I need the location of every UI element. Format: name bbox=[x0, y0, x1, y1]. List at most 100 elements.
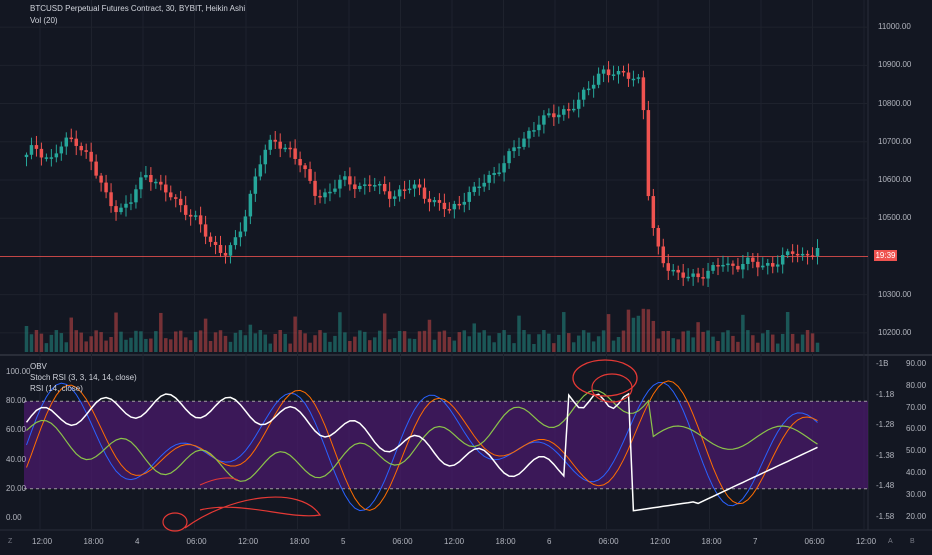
volume-bar bbox=[39, 333, 44, 352]
volume-bar bbox=[24, 326, 29, 352]
volume-bar bbox=[268, 343, 273, 352]
volume-bar bbox=[631, 317, 636, 352]
volume-bar bbox=[308, 342, 312, 352]
candle-body bbox=[502, 163, 506, 173]
candle-body bbox=[363, 184, 367, 186]
volume-bar bbox=[149, 338, 153, 352]
candle-body bbox=[761, 265, 765, 268]
candle-body bbox=[611, 74, 616, 76]
volume-bar bbox=[591, 341, 596, 352]
volume-bar bbox=[119, 331, 123, 352]
volume-bar bbox=[601, 330, 606, 352]
stoch-scale-label: 0.00 bbox=[6, 513, 22, 522]
volume-bar bbox=[144, 338, 148, 352]
volume-bar bbox=[711, 336, 715, 352]
volume-bar bbox=[756, 342, 760, 352]
volume-bar bbox=[164, 338, 168, 352]
candle-body bbox=[193, 215, 198, 217]
volume-bar bbox=[223, 335, 228, 352]
volume-bar bbox=[124, 339, 128, 352]
volume-bar bbox=[661, 331, 666, 352]
chart-title: BTCUSD Perpetual Futures Contract, 30, B… bbox=[30, 4, 246, 13]
volume-bar bbox=[701, 331, 705, 352]
stoch-scale-label: 100.00 bbox=[6, 367, 31, 376]
volume-bar bbox=[512, 343, 516, 352]
auto-scale-toggle[interactable]: A bbox=[888, 538, 893, 545]
volume-bar bbox=[780, 333, 785, 352]
candle-body bbox=[775, 264, 780, 267]
volume-bar bbox=[89, 336, 93, 352]
candle-body bbox=[477, 186, 481, 189]
candle-body bbox=[134, 189, 138, 203]
rsi-indicator-label[interactable]: RSI (14, close) bbox=[30, 384, 83, 393]
candle-body bbox=[795, 253, 800, 256]
volume-bar bbox=[44, 343, 49, 352]
candle-body bbox=[223, 252, 228, 256]
stoch-scale-label: 80.00 bbox=[6, 396, 27, 406]
candle-body bbox=[109, 192, 113, 207]
annotation-stroke bbox=[199, 477, 239, 486]
candle-body bbox=[716, 265, 720, 267]
candle-body bbox=[571, 108, 576, 111]
candle-body bbox=[119, 207, 123, 213]
annotation-circle bbox=[572, 359, 638, 397]
volume-bar bbox=[805, 330, 810, 352]
volume-bar bbox=[154, 331, 158, 352]
volume-bar bbox=[94, 330, 98, 352]
candle-body bbox=[169, 192, 173, 198]
volume-bar bbox=[477, 332, 481, 352]
candle-body bbox=[766, 263, 770, 266]
volume-bar bbox=[741, 314, 745, 352]
volume-bar bbox=[198, 330, 203, 352]
volume-bar bbox=[238, 330, 243, 352]
candle-body bbox=[417, 184, 422, 188]
volume-indicator-label[interactable]: Vol (20) bbox=[30, 16, 58, 25]
volume-bar bbox=[770, 334, 775, 352]
candle-body bbox=[99, 175, 103, 183]
volume-bar bbox=[318, 330, 322, 352]
obv-scale-label: -1.58 bbox=[876, 511, 895, 521]
price-scale-label: 10500.00 bbox=[878, 213, 912, 223]
volume-bar bbox=[626, 309, 631, 352]
candle-body bbox=[736, 265, 740, 270]
candle-body bbox=[29, 145, 34, 155]
zoom-icon[interactable]: Z bbox=[8, 538, 13, 545]
candle-body bbox=[661, 246, 666, 264]
candle-body bbox=[472, 186, 476, 193]
volume-bar bbox=[392, 338, 397, 352]
volume-bar bbox=[218, 330, 223, 352]
candle-body bbox=[228, 245, 233, 256]
volume-bar bbox=[581, 330, 586, 352]
volume-bar bbox=[208, 341, 213, 352]
volume-bar bbox=[507, 334, 511, 352]
volume-bar bbox=[74, 330, 78, 352]
candle-body bbox=[328, 191, 332, 194]
volume-bar bbox=[442, 330, 447, 352]
volume-bar bbox=[810, 333, 815, 352]
volume-bar bbox=[616, 336, 621, 352]
candle-body bbox=[591, 84, 596, 89]
stoch-scale-label: 40.00 bbox=[6, 454, 27, 464]
time-axis-label: 12:00 bbox=[650, 537, 671, 546]
candle-body bbox=[646, 110, 651, 197]
time-axis-label: 18:00 bbox=[83, 537, 104, 546]
price-scale-label: 10700.00 bbox=[878, 136, 912, 146]
candle-body bbox=[139, 177, 143, 190]
candle-body bbox=[59, 146, 64, 154]
stoch-rsi-indicator-label[interactable]: Stoch RSI (3, 3, 14, 14, close) bbox=[30, 373, 137, 382]
obv-indicator-label[interactable]: OBV bbox=[30, 362, 47, 371]
rsi-scale-label: 40.00 bbox=[906, 468, 927, 477]
log-scale-toggle[interactable]: B bbox=[910, 538, 915, 545]
candle-body bbox=[74, 138, 78, 146]
volume-bar bbox=[338, 312, 342, 352]
candle-body bbox=[243, 216, 248, 232]
volume-bar bbox=[134, 330, 138, 352]
volume-bar bbox=[368, 340, 372, 352]
volume-bar bbox=[173, 331, 178, 352]
volume-bar bbox=[298, 330, 302, 352]
candle-body bbox=[178, 198, 183, 206]
candle-body bbox=[104, 182, 108, 193]
candle-body bbox=[562, 109, 566, 115]
